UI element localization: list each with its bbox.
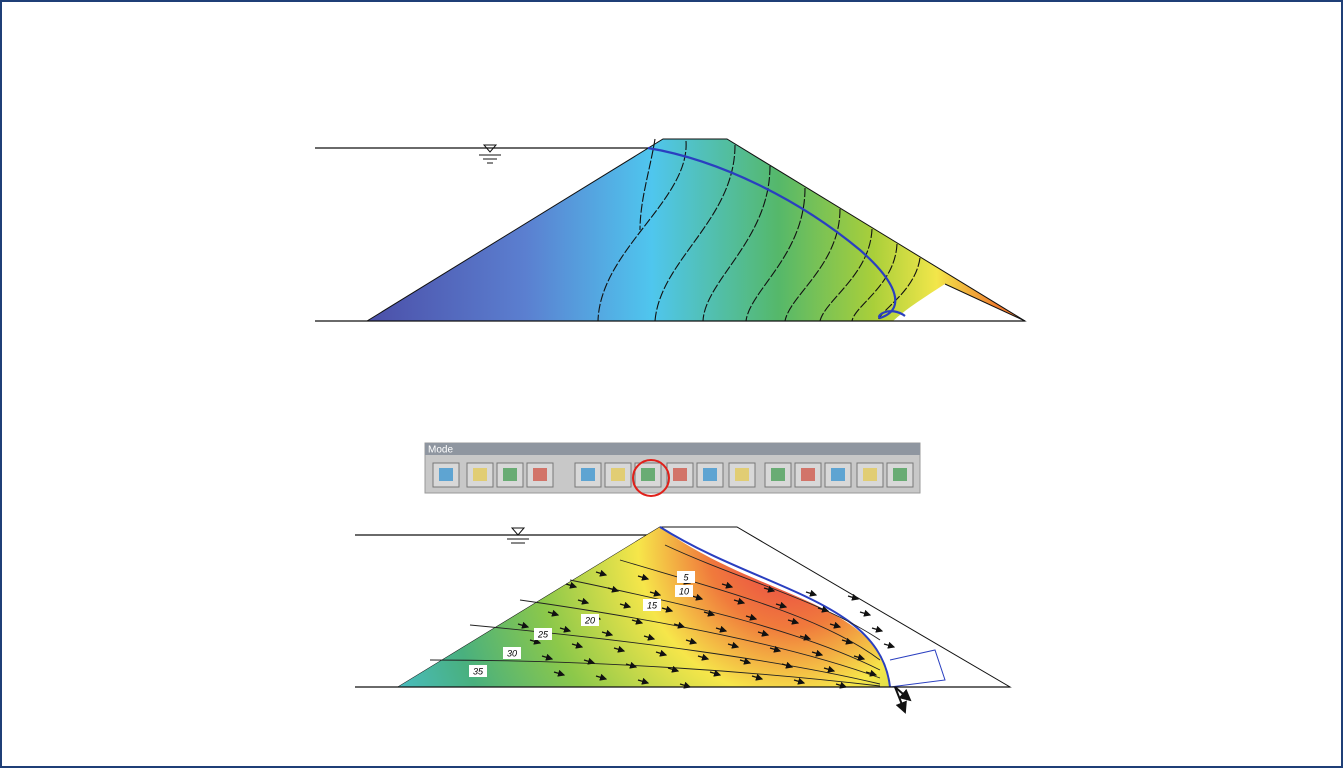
flow-arrow: [793, 677, 806, 685]
flow-arrow: [619, 601, 632, 609]
contour-label: 25: [537, 629, 549, 639]
flow-arrow: [841, 637, 854, 645]
flow-arrow: [721, 581, 734, 589]
flow-arrow: [787, 617, 800, 625]
tool-icon: [863, 468, 877, 481]
flow-arrow: [751, 673, 764, 681]
flow-arrow: [835, 681, 848, 689]
flow-arrow: [823, 665, 836, 673]
tool-icon: [533, 468, 547, 481]
flow-arrow: [775, 601, 788, 609]
tool-icon: [581, 468, 595, 481]
tool-icon: [801, 468, 815, 481]
bottom-dam: 5 10 15 20 25 30 35: [355, 526, 1012, 714]
label-box: [675, 585, 693, 597]
flow-arrow: [637, 573, 650, 581]
tool-icon: [641, 468, 655, 481]
tool-icon: [611, 468, 625, 481]
flow-arrow: [817, 605, 830, 613]
flow-arrow: [811, 649, 824, 657]
flow-arrow: [637, 677, 650, 685]
flow-arrow: [739, 657, 752, 665]
flow-arrow: [661, 605, 674, 613]
flow-arrow: [517, 621, 530, 629]
top-dam: [315, 138, 1027, 322]
flow-arrow: [757, 629, 770, 637]
flow-arrow: [571, 641, 584, 649]
flow-arrow: [655, 649, 668, 657]
tool-button[interactable]: [666, 462, 694, 488]
tool-icon: [473, 468, 487, 481]
flow-arrow: [547, 609, 560, 617]
tool-icon: [893, 468, 907, 481]
flow-arrow: [625, 661, 638, 669]
flow-arrow: [859, 609, 872, 617]
tool-icon: [735, 468, 749, 481]
contour-label: 15: [647, 600, 658, 610]
flow-arrow: [763, 585, 776, 593]
label-box: [469, 665, 487, 677]
label-box: [581, 614, 599, 626]
flow-arrow: [865, 669, 878, 677]
tool-icon: [673, 468, 687, 481]
label-box: [534, 628, 552, 640]
flow-arrow: [781, 661, 794, 669]
contour-label: 35: [473, 666, 484, 676]
flow-arrow: [715, 625, 728, 633]
label-box: [643, 599, 661, 611]
flow-arrow: [799, 633, 812, 641]
flow-arrow: [769, 645, 782, 653]
flow-arrow: [607, 585, 620, 593]
tool-icon: [439, 468, 453, 481]
contour-label: 10: [679, 586, 689, 596]
contour-label: 5: [683, 572, 689, 582]
label-box: [677, 571, 695, 583]
flow-arrow: [553, 669, 566, 677]
flow-arrow: [697, 653, 710, 661]
flow-arrow: [595, 673, 608, 681]
flow-arrow: [559, 625, 572, 633]
flow-arrow: [745, 613, 758, 621]
flow-arrow: [643, 633, 656, 641]
flow-arrow: [883, 641, 896, 649]
tool-icon: [831, 468, 845, 481]
flow-arrow: [871, 625, 884, 633]
flow-arrow: [601, 629, 614, 637]
flow-arrow: [541, 653, 554, 661]
toolbar: Mode: [424, 442, 921, 497]
flow-arrow: [631, 617, 644, 625]
flow-arrow: [709, 669, 722, 677]
contour-label: 30: [507, 648, 517, 658]
flow-arrow: [829, 621, 842, 629]
flow-arrow: [685, 637, 698, 645]
flow-arrow: [667, 665, 680, 673]
flow-arrow: [529, 637, 542, 645]
tool-icon: [703, 468, 717, 481]
flow-arrow: [649, 589, 662, 597]
flow-arrow: [613, 645, 626, 653]
tool-icon: [503, 468, 517, 481]
flow-arrow: [703, 609, 716, 617]
flow-arrow: [577, 597, 590, 605]
toolbar-title: Mode: [428, 445, 453, 456]
flow-arrow: [853, 653, 866, 661]
flow-arrow: [595, 569, 608, 577]
flow-arrow: [673, 621, 686, 629]
tool-icon: [771, 468, 785, 481]
flow-arrow: [847, 593, 860, 601]
flow-arrow: [565, 581, 578, 589]
contour-label: 20: [584, 615, 595, 625]
label-box: [503, 647, 521, 659]
flow-arrow: [691, 593, 704, 601]
flow-arrow: [679, 681, 692, 689]
flow-arrow: [727, 641, 740, 649]
flow-arrow: [805, 589, 818, 597]
flow-arrow: [733, 597, 746, 605]
flow-arrow: [583, 657, 596, 665]
